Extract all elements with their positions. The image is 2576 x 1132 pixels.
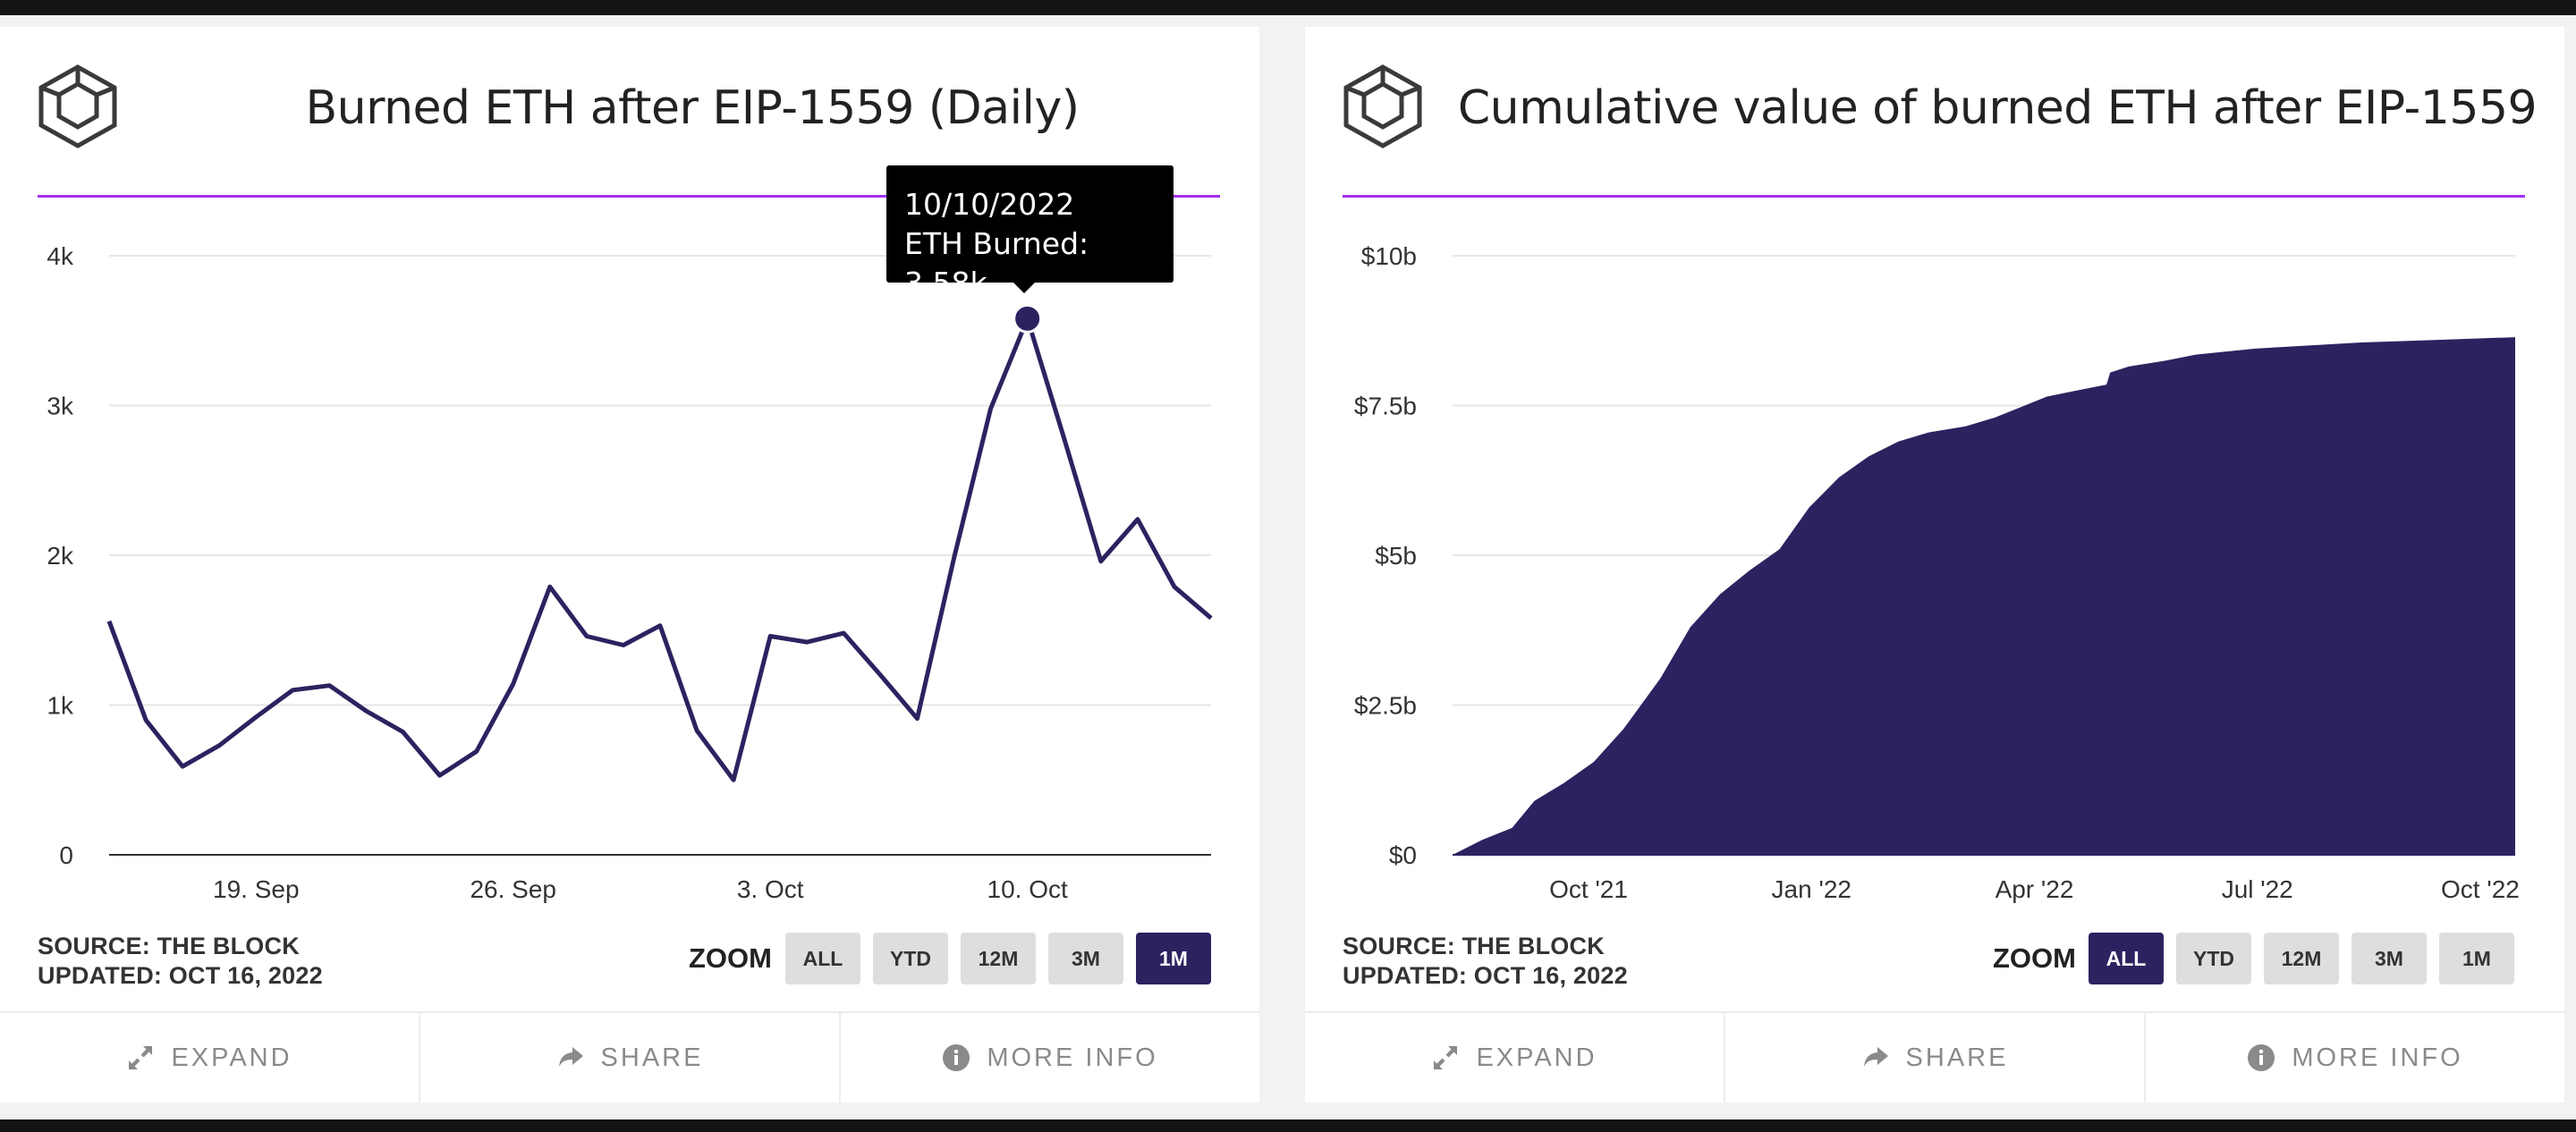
bottom-bar: [0, 1119, 2576, 1132]
zoom-label: ZOOM: [1993, 942, 2076, 974]
top-bar: [0, 0, 2576, 15]
share-button[interactable]: SHARE: [420, 1013, 841, 1102]
more-info-label: MORE INFO: [2292, 1043, 2463, 1072]
tooltip-value: ETH Burned: 3.58k: [904, 226, 1089, 300]
updated-label: UPDATED: OCT 16, 2022: [38, 962, 323, 989]
x-tick-label: Jan '22: [1772, 875, 1852, 903]
x-tick-label: Oct '21: [1549, 875, 1628, 903]
x-tick-label: Jul '22: [2222, 875, 2293, 903]
source-label: SOURCE: THE BLOCK: [1343, 933, 1605, 959]
zoom-all-button[interactable]: ALL: [785, 933, 860, 984]
card-actions: EXPAND SHARE MORE INFO: [0, 1011, 1259, 1102]
share-label: SHARE: [1905, 1043, 2009, 1072]
chart-title: Burned ETH after EIP-1559 (Daily): [305, 81, 1080, 135]
daily-burn-line-chart[interactable]: 0 1k 2k 3k 4k 19. Sep 26. Sep 3. Oct 10. Oct: [0, 206, 1259, 921]
x-tick-label: 26. Sep: [470, 875, 556, 903]
more-info-button[interactable]: MORE INFO: [841, 1013, 1259, 1102]
zoom-1m-button[interactable]: 1M: [1136, 933, 1211, 984]
x-tick-label: Apr '22: [1996, 875, 2074, 903]
tooltip-date: 10/10/2022: [904, 187, 1075, 222]
share-label: SHARE: [600, 1043, 704, 1072]
chart-title: Cumulative value of burned ETH after EIP…: [1457, 81, 2538, 135]
zoom-12m-button[interactable]: 12M: [961, 933, 1036, 984]
expand-icon: [1434, 1046, 1458, 1069]
expand-button[interactable]: EXPAND: [0, 1013, 420, 1102]
y-tick-label: $0: [1389, 841, 1417, 869]
tooltip-arrow: [1012, 281, 1037, 293]
more-info-label: MORE INFO: [987, 1043, 1158, 1072]
zoom-1m-button[interactable]: 1M: [2439, 933, 2514, 984]
y-tick-label: $5b: [1375, 542, 1417, 570]
title-divider: [1343, 195, 2525, 198]
cumulative-burn-area: [1453, 337, 2515, 856]
zoom-ytd-button[interactable]: YTD: [2176, 933, 2251, 984]
x-tick-label: Oct '22: [2441, 875, 2520, 903]
x-tick-label: 19. Sep: [213, 875, 300, 903]
card-actions: EXPAND SHARE MORE INFO: [1305, 1011, 2564, 1102]
updated-label: UPDATED: OCT 16, 2022: [1343, 962, 1628, 989]
expand-label: EXPAND: [1476, 1043, 1597, 1072]
y-tick-label: 3k: [47, 393, 74, 420]
the-block-logo-icon: [38, 64, 117, 148]
share-icon: [1863, 1047, 1888, 1067]
share-icon: [558, 1047, 583, 1067]
expand-label: EXPAND: [171, 1043, 292, 1072]
y-tick-label: 1k: [47, 692, 74, 720]
zoom-all-button[interactable]: ALL: [2089, 933, 2164, 984]
zoom-label: ZOOM: [689, 942, 772, 974]
cumulative-burn-card: Cumulative value of burned ETH after EIP…: [1305, 27, 2564, 1102]
the-block-logo-icon: [1343, 64, 1422, 148]
zoom-12m-button[interactable]: 12M: [2264, 933, 2339, 984]
share-button[interactable]: SHARE: [1725, 1013, 2146, 1102]
zoom-ytd-button[interactable]: YTD: [873, 933, 948, 984]
info-icon: [2248, 1044, 2275, 1071]
eth-burned-series-line: [106, 316, 1213, 782]
source-note: SOURCE: THE BLOCK UPDATED: OCT 16, 2022: [1343, 932, 1628, 991]
cumulative-burn-area-chart[interactable]: $0 $2.5b $5b $7.5b $10b Oct '21 Jan '22 Apr '22…: [1305, 206, 2564, 921]
y-tick-label: $2.5b: [1354, 692, 1417, 720]
y-tick-label: 4k: [47, 242, 74, 270]
source-note: SOURCE: THE BLOCK UPDATED: OCT 16, 2022: [38, 932, 323, 991]
y-tick-label: $7.5b: [1354, 393, 1417, 420]
expand-icon: [129, 1046, 153, 1069]
x-tick-label: 10. Oct: [987, 875, 1068, 903]
highlighted-data-point: [1013, 303, 1043, 334]
zoom-3m-button[interactable]: 3M: [2351, 933, 2427, 984]
daily-burn-card: Burned ETH after EIP-1559 (Daily) 0 1k 2k 3…: [0, 27, 1259, 1102]
data-tooltip: 10/10/2022 ETH Burned: 3.58k: [886, 165, 1174, 300]
x-tick-label: 3. Oct: [737, 875, 804, 903]
more-info-button[interactable]: MORE INFO: [2146, 1013, 2564, 1102]
title-divider: [38, 195, 1220, 198]
info-icon: [943, 1044, 970, 1071]
source-label: SOURCE: THE BLOCK: [38, 933, 300, 959]
y-tick-label: 2k: [47, 542, 74, 570]
y-tick-label: 0: [59, 841, 73, 869]
y-tick-label: $10b: [1361, 242, 1417, 270]
zoom-3m-button[interactable]: 3M: [1048, 933, 1123, 984]
expand-button[interactable]: EXPAND: [1305, 1013, 1725, 1102]
